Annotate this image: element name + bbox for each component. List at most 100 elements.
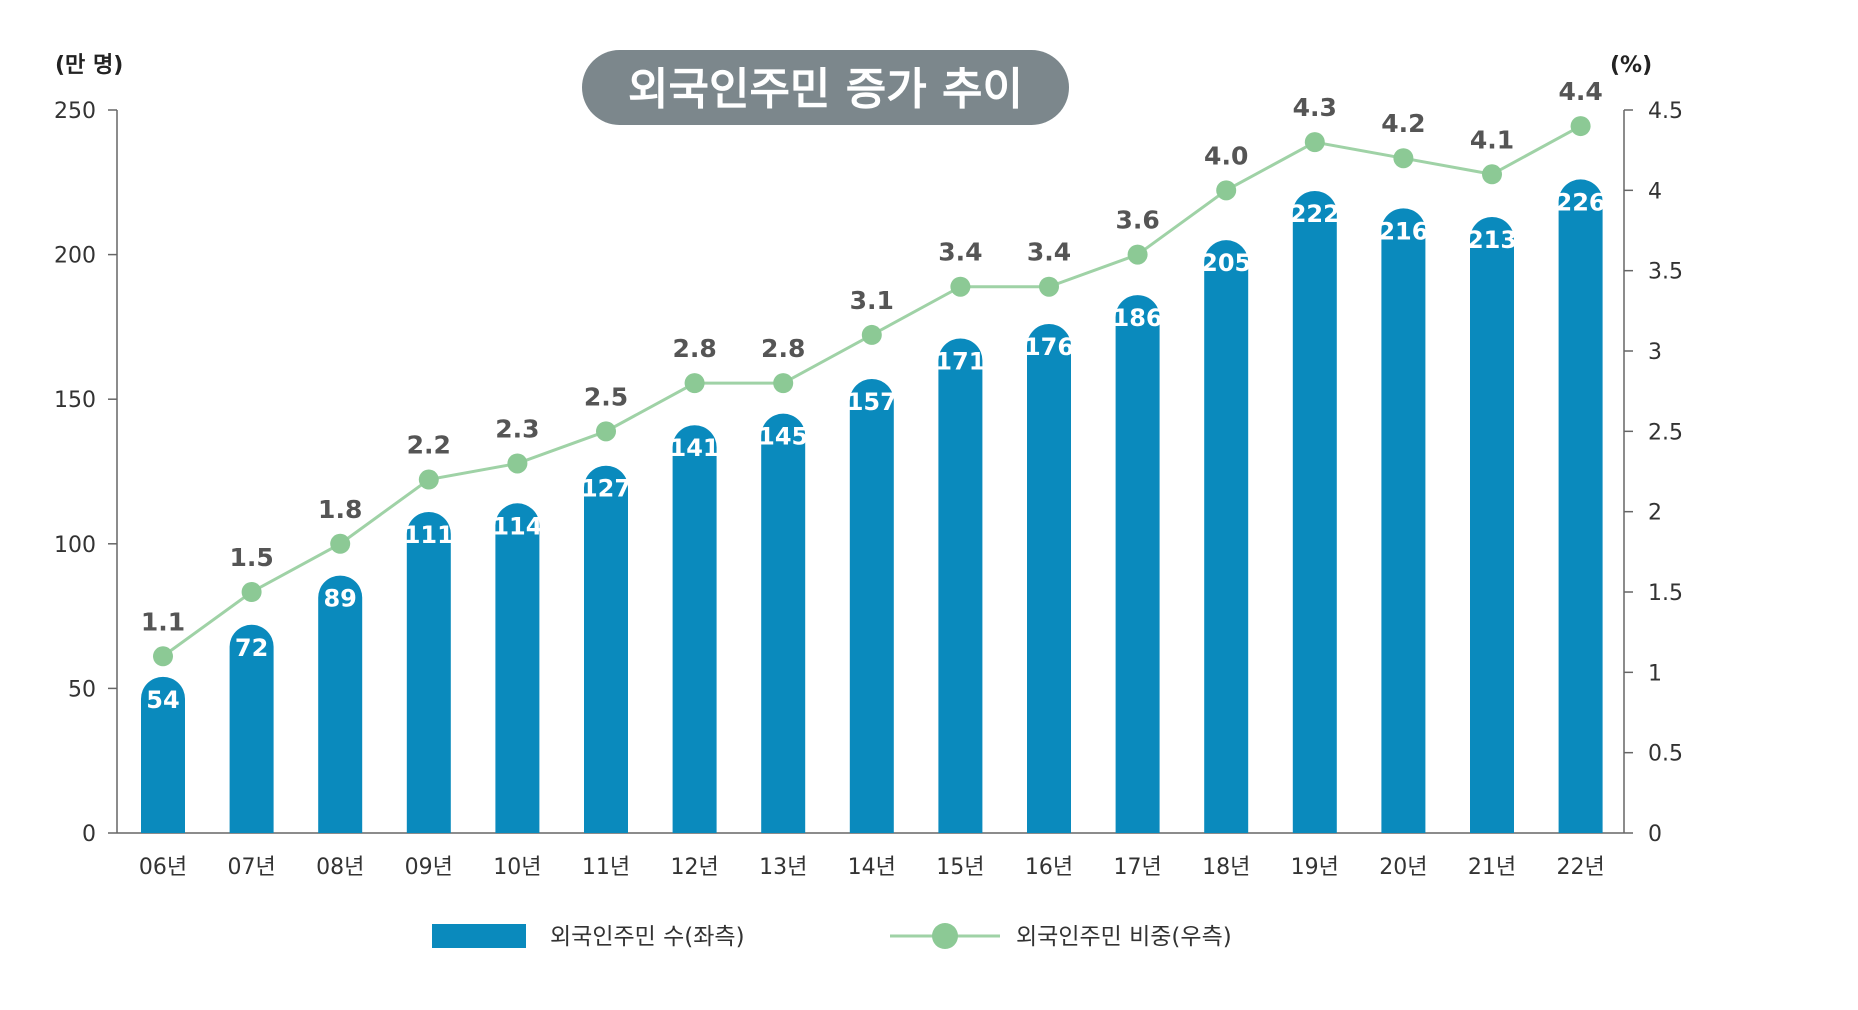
line-value-label: 2.2 <box>407 431 451 460</box>
bar-value-label: 222 <box>1290 200 1340 228</box>
line-value-label: 3.4 <box>938 238 982 267</box>
line-value-label: 4.3 <box>1293 93 1337 122</box>
line-point <box>153 646 173 667</box>
bar-value-label: 216 <box>1378 217 1428 245</box>
bar <box>1558 179 1603 833</box>
line-point <box>773 373 794 394</box>
right-tick-label: 1 <box>1648 661 1662 686</box>
line-point <box>241 582 262 602</box>
line-point <box>861 324 882 345</box>
chart-title-background <box>582 50 1069 125</box>
line-value-label: 4.4 <box>1558 77 1602 106</box>
x-tick-label: 10년 <box>493 855 541 880</box>
right-tick-label: 2 <box>1648 501 1662 526</box>
line-value-label: 3.6 <box>1115 206 1159 235</box>
x-tick-label: 22년 <box>1556 855 1604 880</box>
legend-bar-swatch <box>432 924 526 948</box>
left-tick-label: 250 <box>54 99 96 124</box>
x-tick-label: 13년 <box>759 855 807 880</box>
bar-value-label: 72 <box>235 634 268 662</box>
line-value-label: 3.1 <box>850 286 894 315</box>
line-value-label: 4.2 <box>1381 109 1425 138</box>
left-tick-label: 100 <box>54 533 96 558</box>
x-tick-label: 07년 <box>227 855 275 880</box>
bar <box>229 624 274 833</box>
line-value-label: 4.0 <box>1204 141 1248 170</box>
x-tick-label: 18년 <box>1202 855 1250 880</box>
line-point <box>1304 132 1325 153</box>
line-value-label: 3.4 <box>1027 238 1071 267</box>
bar <box>141 676 185 833</box>
x-tick-label: 20년 <box>1379 855 1427 880</box>
bar-value-label: 127 <box>581 475 631 503</box>
bar-value-label: 54 <box>146 686 179 714</box>
bar <box>584 465 628 833</box>
line-point <box>950 276 971 297</box>
x-tick-label: 15년 <box>936 855 984 880</box>
chart-title-badge: 외국인주민 증가 추이 <box>582 50 1069 125</box>
right-axis-ticks: 0 0.5 1 1.5 2 2.5 3 3.5 4 4.5 <box>1624 99 1683 847</box>
line-point <box>684 373 705 394</box>
x-tick-label: 17년 <box>1113 855 1161 880</box>
left-tick-label: 150 <box>54 388 96 413</box>
left-tick-label: 50 <box>68 677 96 702</box>
right-tick-label: 4.5 <box>1648 99 1683 124</box>
line-point <box>330 533 351 554</box>
bar-value-label: 141 <box>670 434 720 462</box>
legend-line-marker <box>932 923 958 949</box>
line-point <box>596 421 616 442</box>
x-tick-label: 08년 <box>316 855 364 880</box>
bar <box>1115 295 1160 833</box>
right-tick-label: 1.5 <box>1648 581 1683 606</box>
line-value-label: 2.5 <box>584 382 628 411</box>
x-axis-ticks: 06년 07년 08년 09년 10년 11년 12년 13년 14년 15년 16년 17년 18년 1… <box>139 855 1605 880</box>
x-tick-label: 21년 <box>1468 855 1516 880</box>
bar <box>1027 324 1071 833</box>
bar <box>1381 208 1426 833</box>
bar-value-label: 171 <box>935 347 985 375</box>
line-point <box>418 469 439 490</box>
line-value-labels: 1.1 1.5 1.8 2.2 2.3 2.5 2.8 2.8 3.1 3.4 3.4 3.6 4.0 4… <box>141 77 1603 636</box>
x-tick-label: 06년 <box>139 855 187 880</box>
bar-value-label: 157 <box>847 388 897 416</box>
bar-value-label: 145 <box>758 423 808 451</box>
left-tick-label: 0 <box>82 822 96 847</box>
line-series <box>153 116 1591 667</box>
chart-title: 외국인주민 증가 추이 <box>628 64 1023 115</box>
legend-line-label: 외국인주민 비중(우측) <box>1016 924 1232 950</box>
line-point <box>1570 116 1591 137</box>
right-tick-label: 0 <box>1648 822 1662 847</box>
left-axis-unit: (만 명) <box>55 53 123 78</box>
legend-bar-label: 외국인주민 수(좌측) <box>550 924 745 950</box>
right-tick-label: 3 <box>1648 340 1662 365</box>
x-tick-label: 12년 <box>670 855 718 880</box>
bar <box>849 378 894 833</box>
line-value-label: 2.3 <box>495 414 539 443</box>
bar-value-label: 186 <box>1113 304 1163 332</box>
line-point <box>1393 148 1414 169</box>
line-value-label: 2.8 <box>672 334 716 363</box>
line-value-label: 1.8 <box>318 495 362 524</box>
line-point <box>507 453 528 474</box>
line-point <box>1216 180 1237 201</box>
x-tick-label: 14년 <box>848 855 896 880</box>
bar <box>938 338 983 833</box>
bar <box>672 425 717 833</box>
bar-value-label: 89 <box>323 585 356 613</box>
bar <box>495 503 540 833</box>
bar-value-label: 213 <box>1467 226 1517 254</box>
line-point <box>1482 164 1502 185</box>
legend: 외국인주민 수(좌측) 외국인주민 비중(우측) <box>432 923 1232 950</box>
x-tick-label: 16년 <box>1025 855 1073 880</box>
bar-value-label: 176 <box>1024 333 1074 361</box>
line-value-label: 1.1 <box>141 607 185 636</box>
bar-value-label: 205 <box>1201 249 1251 277</box>
bar-value-label: 111 <box>404 521 454 549</box>
bar <box>1470 217 1514 833</box>
right-tick-label: 4 <box>1648 179 1662 204</box>
line-value-label: 1.5 <box>229 543 273 572</box>
right-axis-unit: (%) <box>1610 53 1652 78</box>
right-tick-label: 3.5 <box>1648 260 1683 285</box>
x-tick-label: 11년 <box>582 855 630 880</box>
